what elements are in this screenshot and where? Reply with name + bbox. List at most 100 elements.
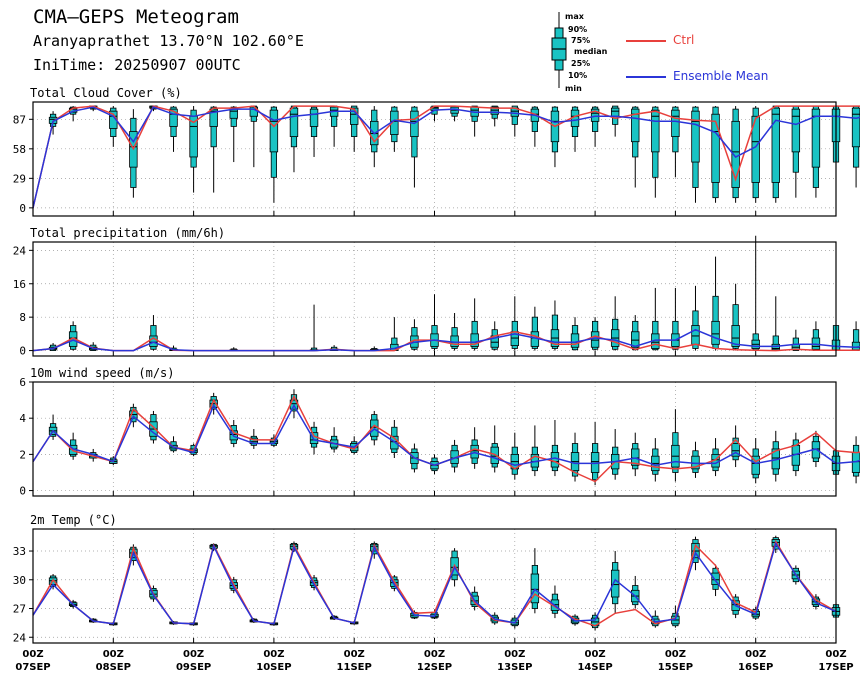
cloud-box-inner	[169, 108, 178, 127]
x-hour-label: 00Z	[183, 649, 204, 660]
precip-panel-frame	[32, 241, 837, 357]
chart-header: CMA—GEPS Meteogram Aranyaprathet 13.70°N…	[0, 0, 860, 100]
temp-ytick-label: 27	[13, 603, 26, 616]
x-hour-label: 00Z	[585, 649, 606, 660]
legend-p75-label: 75%	[571, 36, 591, 45]
cloud-box-inner	[711, 113, 720, 183]
x-date-label: 16SEP	[738, 662, 773, 673]
temp-ytick-label: 33	[13, 545, 26, 558]
legend-mean-label: Ensemble Mean	[673, 69, 769, 83]
cloud-ytick-label: 87	[13, 113, 26, 126]
cloud-box-inner	[811, 108, 821, 168]
legend-ctrl-label: Ctrl	[673, 33, 695, 47]
x-hour-label: 00Z	[103, 649, 124, 660]
x-date-label: 12SEP	[417, 662, 452, 673]
legend-ctrl-line	[626, 40, 666, 42]
precip-ytick-label: 0	[19, 345, 26, 358]
cloud-box-outer	[210, 106, 217, 148]
x-date-label: 17SEP	[818, 662, 853, 673]
x-hour-label: 00Z	[745, 649, 766, 660]
cloud-box-inner	[309, 108, 319, 127]
cloud-box-inner	[631, 108, 640, 143]
location-label: Aranyaprathet 13.70°N 102.60°E	[33, 32, 304, 50]
legend-min-label: min	[565, 84, 582, 93]
cloud-box-inner	[590, 108, 600, 122]
boxplot-legend: max 90% 75% median 25% 10% min	[548, 8, 608, 96]
precip-box-inner	[731, 325, 740, 347]
x-date-label: 09SEP	[176, 662, 211, 673]
cloud-panel-title: Total Cloud Cover (%)	[30, 86, 182, 100]
cloud-panel-frame	[32, 101, 837, 217]
wind-ytick-label: 6	[19, 376, 26, 389]
wind-box-inner	[631, 448, 640, 466]
x-date-label: 15SEP	[658, 662, 693, 673]
cloud-ctrl-line	[32, 105, 860, 209]
precip-box-inner	[711, 320, 720, 345]
wind-ytick-label: 0	[19, 485, 26, 498]
x-date-label: 13SEP	[497, 662, 532, 673]
legend-p25-label: 25%	[571, 59, 591, 68]
precip-box-inner	[470, 333, 479, 347]
init-time-label: IniTime: 20250907 00UTC	[33, 56, 241, 74]
precip-ytick-label: 8	[19, 311, 26, 324]
wind-box-inner	[550, 452, 560, 468]
cloud-box-inner	[771, 107, 780, 183]
temp-panel-frame	[32, 528, 837, 644]
precip-mean-line	[32, 328, 860, 352]
precip-ytick-label: 16	[13, 278, 26, 291]
legend-p90-label: 90%	[568, 25, 588, 34]
cloud-box-inner	[610, 107, 620, 117]
wind-box-inner	[470, 444, 479, 459]
temp-box-inner	[530, 573, 540, 604]
wind-box-inner	[731, 443, 740, 457]
cloud-box-inner	[490, 106, 499, 115]
temp-ytick-label: 30	[13, 574, 26, 587]
x-hour-label: 00Z	[344, 649, 365, 660]
precip-box-inner	[851, 341, 860, 351]
temp-mean-line	[32, 541, 837, 625]
precip-panel-title: Total precipitation (mm/6h)	[30, 226, 225, 240]
temp-ytick-label: 24	[13, 631, 27, 644]
wind-ytick-label: 4	[19, 412, 26, 425]
x-date-label: 08SEP	[96, 662, 131, 673]
cloud-ytick-label: 0	[19, 202, 26, 215]
wind-panel-frame	[32, 381, 837, 497]
x-date-label: 11SEP	[337, 662, 372, 673]
x-hour-label: 00Z	[263, 649, 284, 660]
precip-ytick-label: 24	[13, 244, 27, 257]
legend-max-label: max	[565, 12, 584, 21]
wind-mean-line	[32, 403, 860, 466]
wind-panel-title: 10m wind speed (m/s)	[30, 366, 175, 380]
legend-mean-line	[626, 76, 666, 78]
x-hour-label: 00Z	[22, 649, 43, 660]
cloud-box-inner	[691, 110, 700, 163]
cloud-mean-line	[32, 106, 860, 209]
cloud-box-inner	[269, 109, 279, 153]
precip-box-inner	[631, 331, 640, 348]
chart-title: CMA—GEPS Meteogram	[33, 6, 239, 28]
precip-box-inner	[590, 331, 600, 348]
cloud-ytick-label: 29	[13, 172, 26, 185]
temp-panel-title: 2m Temp (°C)	[30, 513, 117, 527]
cloud-box-inner	[209, 108, 218, 127]
x-hour-label: 00Z	[665, 649, 686, 660]
x-date-label: 10SEP	[256, 662, 291, 673]
cloud-box-inner	[791, 108, 801, 153]
x-date-label: 14SEP	[577, 662, 612, 673]
temp-box-inner	[711, 572, 720, 585]
x-hour-label: 00Z	[825, 649, 846, 660]
boxplot-legend-glyph	[551, 12, 567, 88]
precip-box-inner	[691, 325, 700, 345]
precip-box-inner	[570, 333, 580, 348]
wind-box-inner	[751, 455, 760, 475]
cloud-box-inner	[651, 109, 660, 153]
legend-median-label: median	[574, 47, 608, 56]
x-hour-label: 00Z	[424, 649, 445, 660]
x-date-label: 07SEP	[15, 662, 50, 673]
cloud-box-inner	[671, 109, 680, 138]
cloud-ytick-label: 58	[13, 143, 26, 156]
wind-ytick-label: 2	[19, 448, 26, 461]
legend-p10-label: 10%	[568, 71, 588, 80]
x-hour-label: 00Z	[504, 649, 525, 660]
